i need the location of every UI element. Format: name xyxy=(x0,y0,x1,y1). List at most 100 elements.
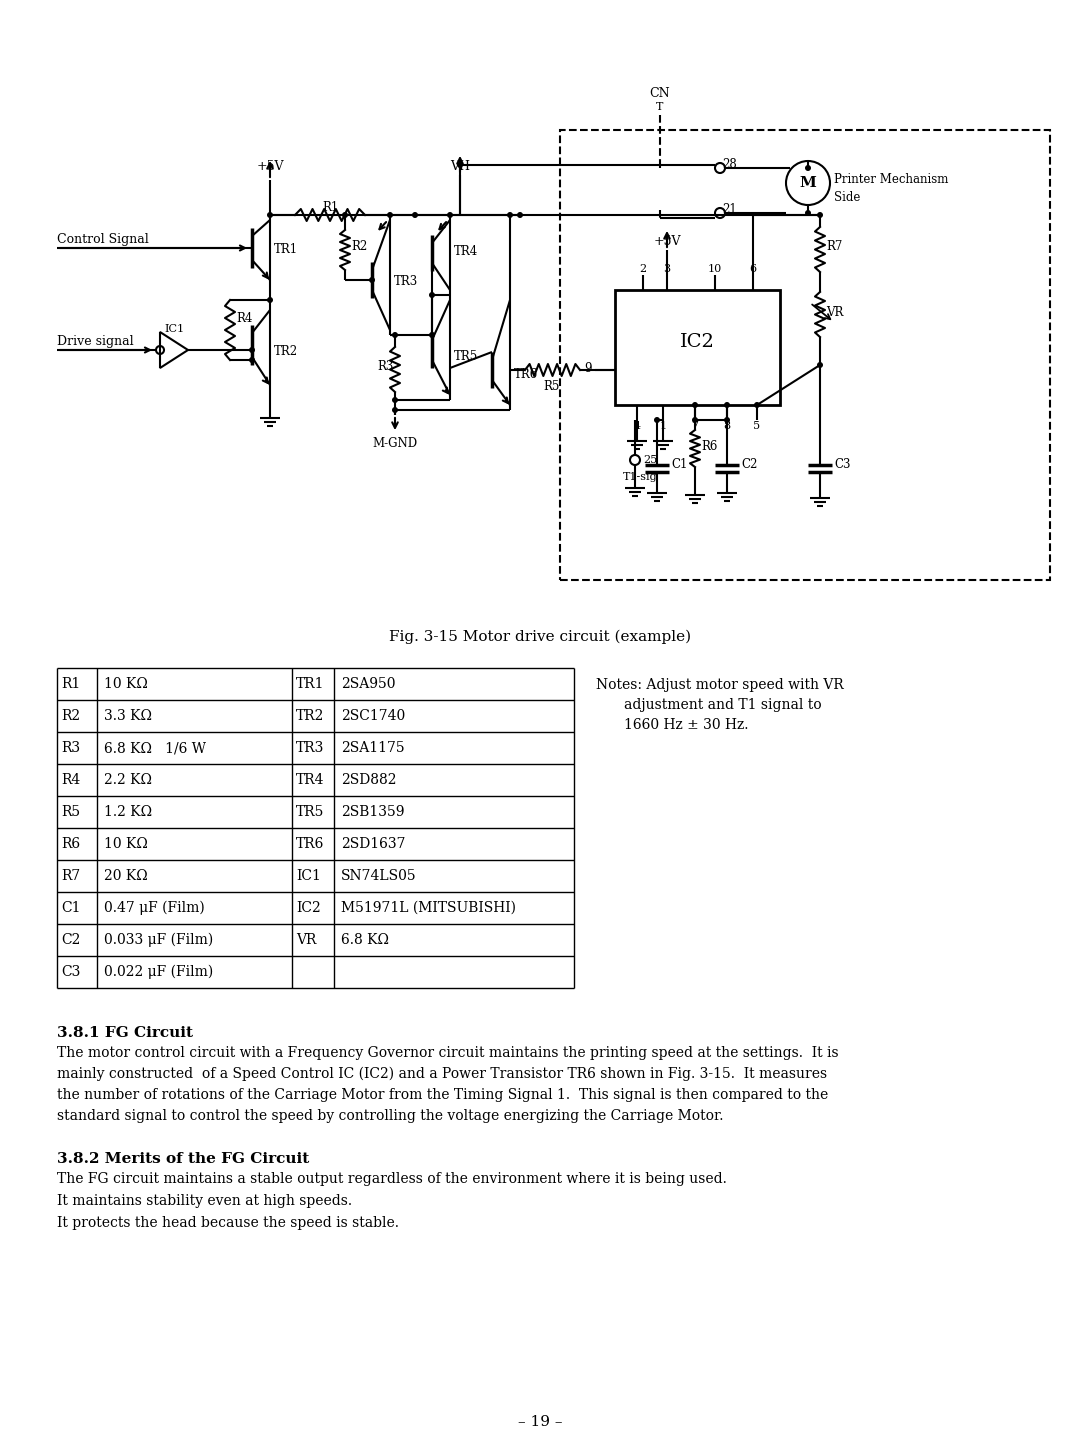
Text: +5V: +5V xyxy=(256,160,284,173)
Text: C1: C1 xyxy=(60,901,81,915)
Text: CN: CN xyxy=(650,86,671,99)
Circle shape xyxy=(654,416,660,424)
Text: C2: C2 xyxy=(60,932,80,947)
Text: C3: C3 xyxy=(834,458,851,471)
Text: VR: VR xyxy=(296,932,316,947)
Text: 20 KΩ: 20 KΩ xyxy=(104,869,148,883)
Text: Fig. 3-15 Motor drive circuit (example): Fig. 3-15 Motor drive circuit (example) xyxy=(389,630,691,644)
Text: IC2: IC2 xyxy=(296,901,321,915)
Text: Side: Side xyxy=(834,192,861,205)
Text: R1: R1 xyxy=(60,677,80,692)
Text: VH: VH xyxy=(450,160,470,173)
Text: TR2: TR2 xyxy=(296,709,324,723)
Text: 2SD1637: 2SD1637 xyxy=(341,837,405,852)
Text: Notes: Adjust motor speed with VR: Notes: Adjust motor speed with VR xyxy=(596,679,843,692)
Text: 10: 10 xyxy=(707,264,723,274)
Text: R4: R4 xyxy=(60,772,80,787)
Text: R7: R7 xyxy=(826,241,842,254)
Text: TR5: TR5 xyxy=(296,806,324,818)
Circle shape xyxy=(805,210,811,216)
Text: the number of rotations of the Carriage Motor from the Timing Signal 1.  This si: the number of rotations of the Carriage … xyxy=(57,1088,828,1102)
Circle shape xyxy=(249,357,255,363)
Text: 28: 28 xyxy=(723,159,737,171)
Text: standard signal to control the speed by controlling the voltage energizing the C: standard signal to control the speed by … xyxy=(57,1110,724,1123)
Circle shape xyxy=(249,347,255,353)
Text: R3: R3 xyxy=(60,741,80,755)
Text: – 19 –: – 19 – xyxy=(517,1415,563,1429)
Text: 3.8.2 Merits of the FG Circuit: 3.8.2 Merits of the FG Circuit xyxy=(57,1151,309,1166)
Text: R1: R1 xyxy=(322,200,338,215)
Circle shape xyxy=(369,277,375,282)
Text: 2: 2 xyxy=(639,264,647,274)
Text: TR6: TR6 xyxy=(514,367,538,380)
Text: IC1: IC1 xyxy=(296,869,321,883)
Text: 2SC1740: 2SC1740 xyxy=(341,709,405,723)
Text: C1: C1 xyxy=(671,458,687,471)
Text: 2.2 KΩ: 2.2 KΩ xyxy=(104,772,152,787)
Text: IC1: IC1 xyxy=(164,324,184,334)
Bar xyxy=(561,130,1050,579)
Text: T: T xyxy=(657,102,664,112)
Text: 6: 6 xyxy=(750,264,757,274)
Text: 2SA1175: 2SA1175 xyxy=(341,741,405,755)
Text: 1660 Hz ± 30 Hz.: 1660 Hz ± 30 Hz. xyxy=(624,718,748,732)
Text: R3: R3 xyxy=(377,360,393,373)
Circle shape xyxy=(507,212,513,218)
Circle shape xyxy=(411,212,418,218)
Text: SN74LS05: SN74LS05 xyxy=(341,869,417,883)
Circle shape xyxy=(267,212,273,218)
Text: It protects the head because the speed is stable.: It protects the head because the speed i… xyxy=(57,1216,399,1231)
Text: 0.022 μF (Film): 0.022 μF (Film) xyxy=(104,965,213,980)
Text: TR1: TR1 xyxy=(274,244,298,256)
Circle shape xyxy=(429,331,435,339)
Circle shape xyxy=(392,398,399,403)
Text: Printer Mechanism: Printer Mechanism xyxy=(834,173,948,186)
Text: T1-sig: T1-sig xyxy=(623,473,658,481)
Text: 10 KΩ: 10 KΩ xyxy=(104,677,148,692)
Text: VR: VR xyxy=(826,305,843,318)
Text: adjustment and T1 signal to: adjustment and T1 signal to xyxy=(624,697,822,712)
Text: TR4: TR4 xyxy=(454,245,478,258)
Text: R6: R6 xyxy=(701,441,717,454)
Text: 8: 8 xyxy=(724,421,730,431)
Text: 7: 7 xyxy=(691,421,699,431)
Text: TR3: TR3 xyxy=(394,275,418,288)
Circle shape xyxy=(342,212,348,218)
Text: 3: 3 xyxy=(663,264,671,274)
Circle shape xyxy=(816,212,823,218)
Text: TR2: TR2 xyxy=(274,344,298,357)
Circle shape xyxy=(517,212,523,218)
Text: M: M xyxy=(799,176,816,190)
Text: 21: 21 xyxy=(723,203,737,216)
Text: R5: R5 xyxy=(60,806,80,818)
Text: TR6: TR6 xyxy=(296,837,324,852)
Text: 10 KΩ: 10 KΩ xyxy=(104,837,148,852)
Text: 3.3 KΩ: 3.3 KΩ xyxy=(104,709,152,723)
Text: 3.8.1 FG Circuit: 3.8.1 FG Circuit xyxy=(57,1026,193,1040)
Text: TR5: TR5 xyxy=(454,350,478,363)
Text: +5V: +5V xyxy=(653,235,680,248)
Circle shape xyxy=(692,416,698,424)
Text: mainly constructed  of a Speed Control IC (IC2) and a Power Transistor TR6 shown: mainly constructed of a Speed Control IC… xyxy=(57,1066,827,1081)
Text: M-GND: M-GND xyxy=(373,437,418,450)
Text: 2SD882: 2SD882 xyxy=(341,772,396,787)
Circle shape xyxy=(692,402,698,408)
Text: M51971L (MITSUBISHI): M51971L (MITSUBISHI) xyxy=(341,901,516,915)
Text: 0.47 μF (Film): 0.47 μF (Film) xyxy=(104,901,205,915)
Text: 4: 4 xyxy=(634,421,640,431)
Text: The FG circuit maintains a stable output regardless of the environment where it : The FG circuit maintains a stable output… xyxy=(57,1172,727,1186)
Text: 0.033 μF (Film): 0.033 μF (Film) xyxy=(104,932,213,947)
Text: R4: R4 xyxy=(237,311,253,324)
Text: 9: 9 xyxy=(584,362,592,375)
Text: 25: 25 xyxy=(643,455,658,465)
Text: 6.8 KΩ: 6.8 KΩ xyxy=(341,932,389,947)
Text: R2: R2 xyxy=(351,241,367,254)
Circle shape xyxy=(447,212,453,218)
Circle shape xyxy=(392,331,399,339)
Text: IC2: IC2 xyxy=(679,333,715,352)
Circle shape xyxy=(754,402,760,408)
Bar xyxy=(615,290,780,405)
Circle shape xyxy=(724,402,730,408)
Text: The motor control circuit with a Frequency Governor circuit maintains the printi: The motor control circuit with a Frequen… xyxy=(57,1046,839,1061)
Text: 2SA950: 2SA950 xyxy=(341,677,395,692)
